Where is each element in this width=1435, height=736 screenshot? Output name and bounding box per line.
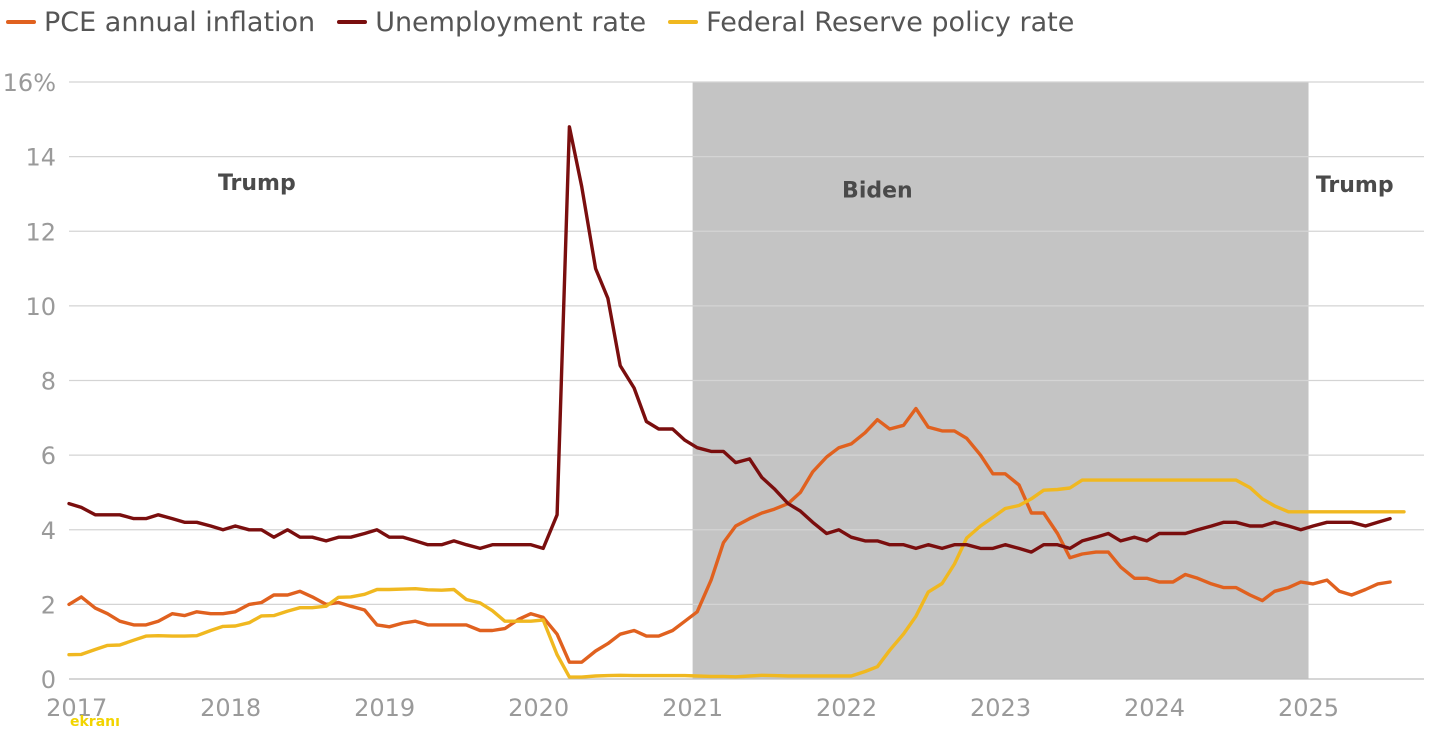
legend-label: Unemployment rate [375, 6, 647, 38]
legend-swatch [668, 20, 699, 24]
watermark-logo: ekranı [70, 714, 120, 730]
legend-swatch [6, 20, 36, 24]
series-line [67, 478, 1406, 679]
y-axis-ticks: 0 2 4 6 8 10 12 14 16% [3, 69, 56, 694]
grid-lines [69, 81, 1424, 680]
y-tick-label: 16% [3, 69, 56, 97]
x-tick-label: 2024 [1124, 694, 1185, 722]
x-axis-ticks: 2017 2018 2019 2020 2021 2022 2023 2024 2025 [46, 694, 1339, 722]
y-tick-label: 14 [25, 144, 56, 172]
term-annotations: Trump Biden Trump [218, 171, 1394, 203]
legend-item: Unemployment rate [337, 7, 646, 38]
chart-legend: PCE annual inflation Unemployment rate Fed… [6, 4, 1096, 40]
legend-label: PCE annual inflation [44, 6, 316, 38]
series-lines [67, 125, 1406, 679]
x-tick-label: 2019 [354, 694, 415, 722]
x-tick-label: 2022 [816, 694, 877, 722]
legend-label: Federal Reserve policy rate [706, 6, 1075, 38]
term-label: Biden [842, 179, 913, 204]
x-tick-label: 2025 [1278, 694, 1339, 722]
y-tick-label: 10 [25, 293, 56, 321]
x-tick-label: 2020 [508, 694, 569, 722]
legend-swatch [337, 20, 368, 24]
legend-item: Federal Reserve policy rate [668, 7, 1074, 38]
y-tick-label: 4 [41, 517, 56, 545]
x-tick-label: 2018 [200, 694, 261, 722]
x-tick-label: 2023 [970, 694, 1031, 722]
y-tick-label: 2 [41, 591, 56, 619]
term-label: Trump [1316, 173, 1394, 198]
y-tick-label: 6 [41, 442, 56, 470]
y-tick-label: 8 [41, 368, 56, 396]
x-tick-label: 2021 [662, 694, 723, 722]
legend-item: PCE annual inflation [6, 7, 315, 38]
x-tick-label: 2017 [46, 694, 107, 722]
series-line [67, 125, 1392, 554]
y-tick-label: 12 [25, 218, 56, 246]
series-line [67, 406, 1392, 664]
y-tick-label: 0 [41, 666, 56, 694]
term-label: Trump [218, 171, 296, 196]
